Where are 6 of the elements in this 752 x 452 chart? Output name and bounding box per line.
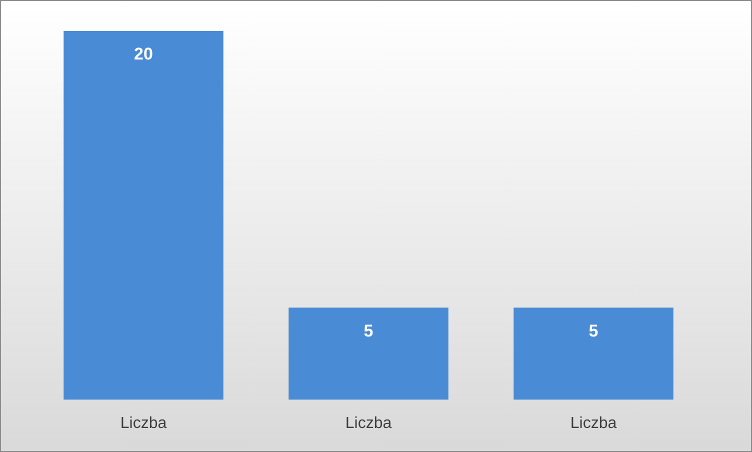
x-tick-label: Liczba: [120, 414, 167, 432]
x-tick-label: Liczba: [570, 414, 617, 432]
data-label: 5: [364, 321, 374, 340]
data-label: 20: [134, 44, 153, 64]
x-tick-label: Liczba: [345, 414, 392, 432]
data-label: 5: [588, 321, 598, 340]
